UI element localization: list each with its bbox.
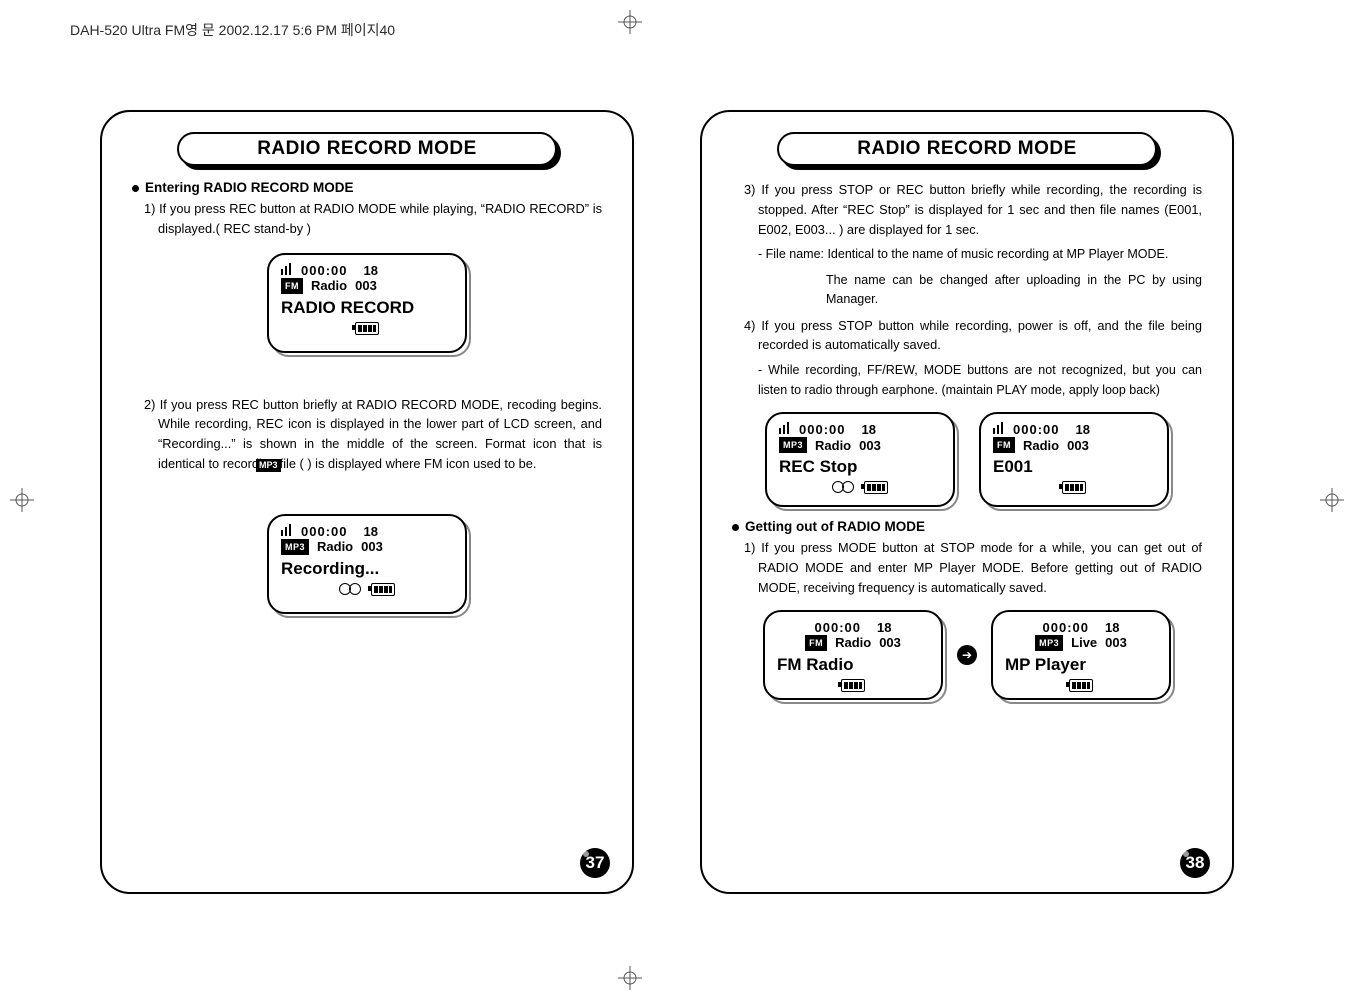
- format-icon: FM: [805, 635, 827, 651]
- page-37: RADIO RECORD MODE Entering RADIO RECORD …: [100, 110, 634, 894]
- lcd-panel: 000:00 18 MP3 Radio 003 Recording...: [267, 514, 467, 614]
- lcd-message: E001: [993, 457, 1155, 477]
- lcd-time: 000:00: [301, 263, 347, 278]
- section-heading: Getting out of RADIO MODE: [732, 519, 1202, 534]
- antenna-icon: [779, 422, 791, 437]
- page-title-pill: RADIO RECORD MODE: [177, 132, 557, 166]
- lcd-count: 18: [363, 263, 377, 278]
- lcd-time: 000:00: [815, 620, 861, 635]
- paragraph: The name can be changed after uploading …: [826, 271, 1202, 310]
- battery-icon: [841, 679, 865, 692]
- paragraph: 4) If you press STOP button while record…: [744, 316, 1202, 356]
- document-header: DAH-520 Ultra FM영 문 2002.12.17 5:6 PM 페이…: [70, 20, 395, 40]
- page-title: RADIO RECORD MODE: [857, 138, 1077, 160]
- lcd-time: 000:00: [1013, 422, 1059, 437]
- page-38: RADIO RECORD MODE 3) If you press STOP o…: [700, 110, 1234, 894]
- bullet-icon: [732, 524, 739, 531]
- lcd-time: 000:00: [799, 422, 845, 437]
- format-icon: MP3: [779, 437, 807, 453]
- arrow-right-icon: ➔: [957, 645, 977, 665]
- lcd-message: RADIO RECORD: [281, 298, 453, 318]
- page-number: 38: [1180, 848, 1210, 878]
- lcd-count: 18: [363, 524, 377, 539]
- section-heading: Entering RADIO RECORD MODE: [132, 180, 602, 195]
- lcd-count: 18: [861, 422, 875, 437]
- lcd-num: 003: [879, 635, 901, 650]
- page-number: 37: [580, 848, 610, 878]
- lcd-time: 000:00: [1043, 620, 1089, 635]
- crop-mark-icon: [618, 966, 642, 990]
- battery-icon: [355, 322, 379, 335]
- lcd-count: 18: [1105, 620, 1119, 635]
- battery-icon: [371, 583, 395, 596]
- page-title: RADIO RECORD MODE: [257, 138, 477, 160]
- lcd-label: Live: [1071, 635, 1097, 650]
- lcd-message: REC Stop: [779, 457, 941, 477]
- lcd-label: Radio: [311, 278, 347, 293]
- lcd-label: Radio: [317, 539, 353, 554]
- lcd-num: 003: [859, 438, 881, 453]
- lcd-num: 003: [355, 278, 377, 293]
- lcd-num: 003: [1105, 635, 1127, 650]
- mp3-inline-icon: MP3: [256, 459, 281, 472]
- crop-mark-icon: [618, 10, 642, 34]
- format-icon: MP3: [1035, 635, 1063, 651]
- lcd-panel: 000:00 18 FM Radio 003 RADIO RECORD: [267, 253, 467, 353]
- bullet-icon: [132, 185, 139, 192]
- lcd-label: Radio: [835, 635, 871, 650]
- lcd-panel: 000:00 18 FM Radio 003 FM Radio: [763, 610, 943, 700]
- crop-mark-icon: [1320, 488, 1344, 512]
- format-icon: MP3: [281, 539, 309, 555]
- paragraph: 2) If you press REC button briefly at RA…: [144, 395, 602, 474]
- battery-icon: [1062, 481, 1086, 494]
- lcd-panel: 000:00 18 MP3 Live 003 MP Player: [991, 610, 1171, 700]
- lcd-panel: 000:00 18 MP3 Radio 003 REC Stop: [765, 412, 955, 507]
- lcd-num: 003: [1067, 438, 1089, 453]
- battery-icon: [864, 481, 888, 494]
- antenna-icon: [281, 263, 293, 278]
- lcd-row-group: 000:00 18 FM Radio 003 FM Radio ➔ 000:00: [732, 610, 1202, 700]
- paragraph: 1) If you press MODE button at STOP mode…: [744, 538, 1202, 597]
- tape-icon: [339, 583, 361, 595]
- lcd-row-group: 000:00 18 MP3 Radio 003 REC Stop: [732, 412, 1202, 507]
- lcd-num: 003: [361, 539, 383, 554]
- lcd-panel: 000:00 18 FM Radio 003 E001: [979, 412, 1169, 507]
- format-icon: FM: [281, 278, 303, 294]
- format-icon: FM: [993, 437, 1015, 453]
- lcd-count: 18: [1075, 422, 1089, 437]
- lcd-message: MP Player: [1005, 655, 1157, 675]
- paragraph: - While recording, FF/REW, MODE buttons …: [758, 361, 1202, 400]
- lcd-message: Recording...: [281, 559, 453, 579]
- lcd-label: Radio: [1023, 438, 1059, 453]
- tape-icon: [832, 481, 854, 493]
- antenna-icon: [281, 524, 293, 539]
- lcd-count: 18: [877, 620, 891, 635]
- antenna-icon: [993, 422, 1005, 437]
- paragraph: - File name: Identical to the name of mu…: [758, 245, 1202, 264]
- paragraph: 1) If you press REC button at RADIO MODE…: [144, 199, 602, 239]
- crop-mark-icon: [10, 488, 34, 512]
- battery-icon: [1069, 679, 1093, 692]
- lcd-message: FM Radio: [777, 655, 929, 675]
- page-title-pill: RADIO RECORD MODE: [777, 132, 1157, 166]
- paragraph: 3) If you press STOP or REC button brief…: [744, 180, 1202, 239]
- lcd-label: Radio: [815, 438, 851, 453]
- lcd-time: 000:00: [301, 524, 347, 539]
